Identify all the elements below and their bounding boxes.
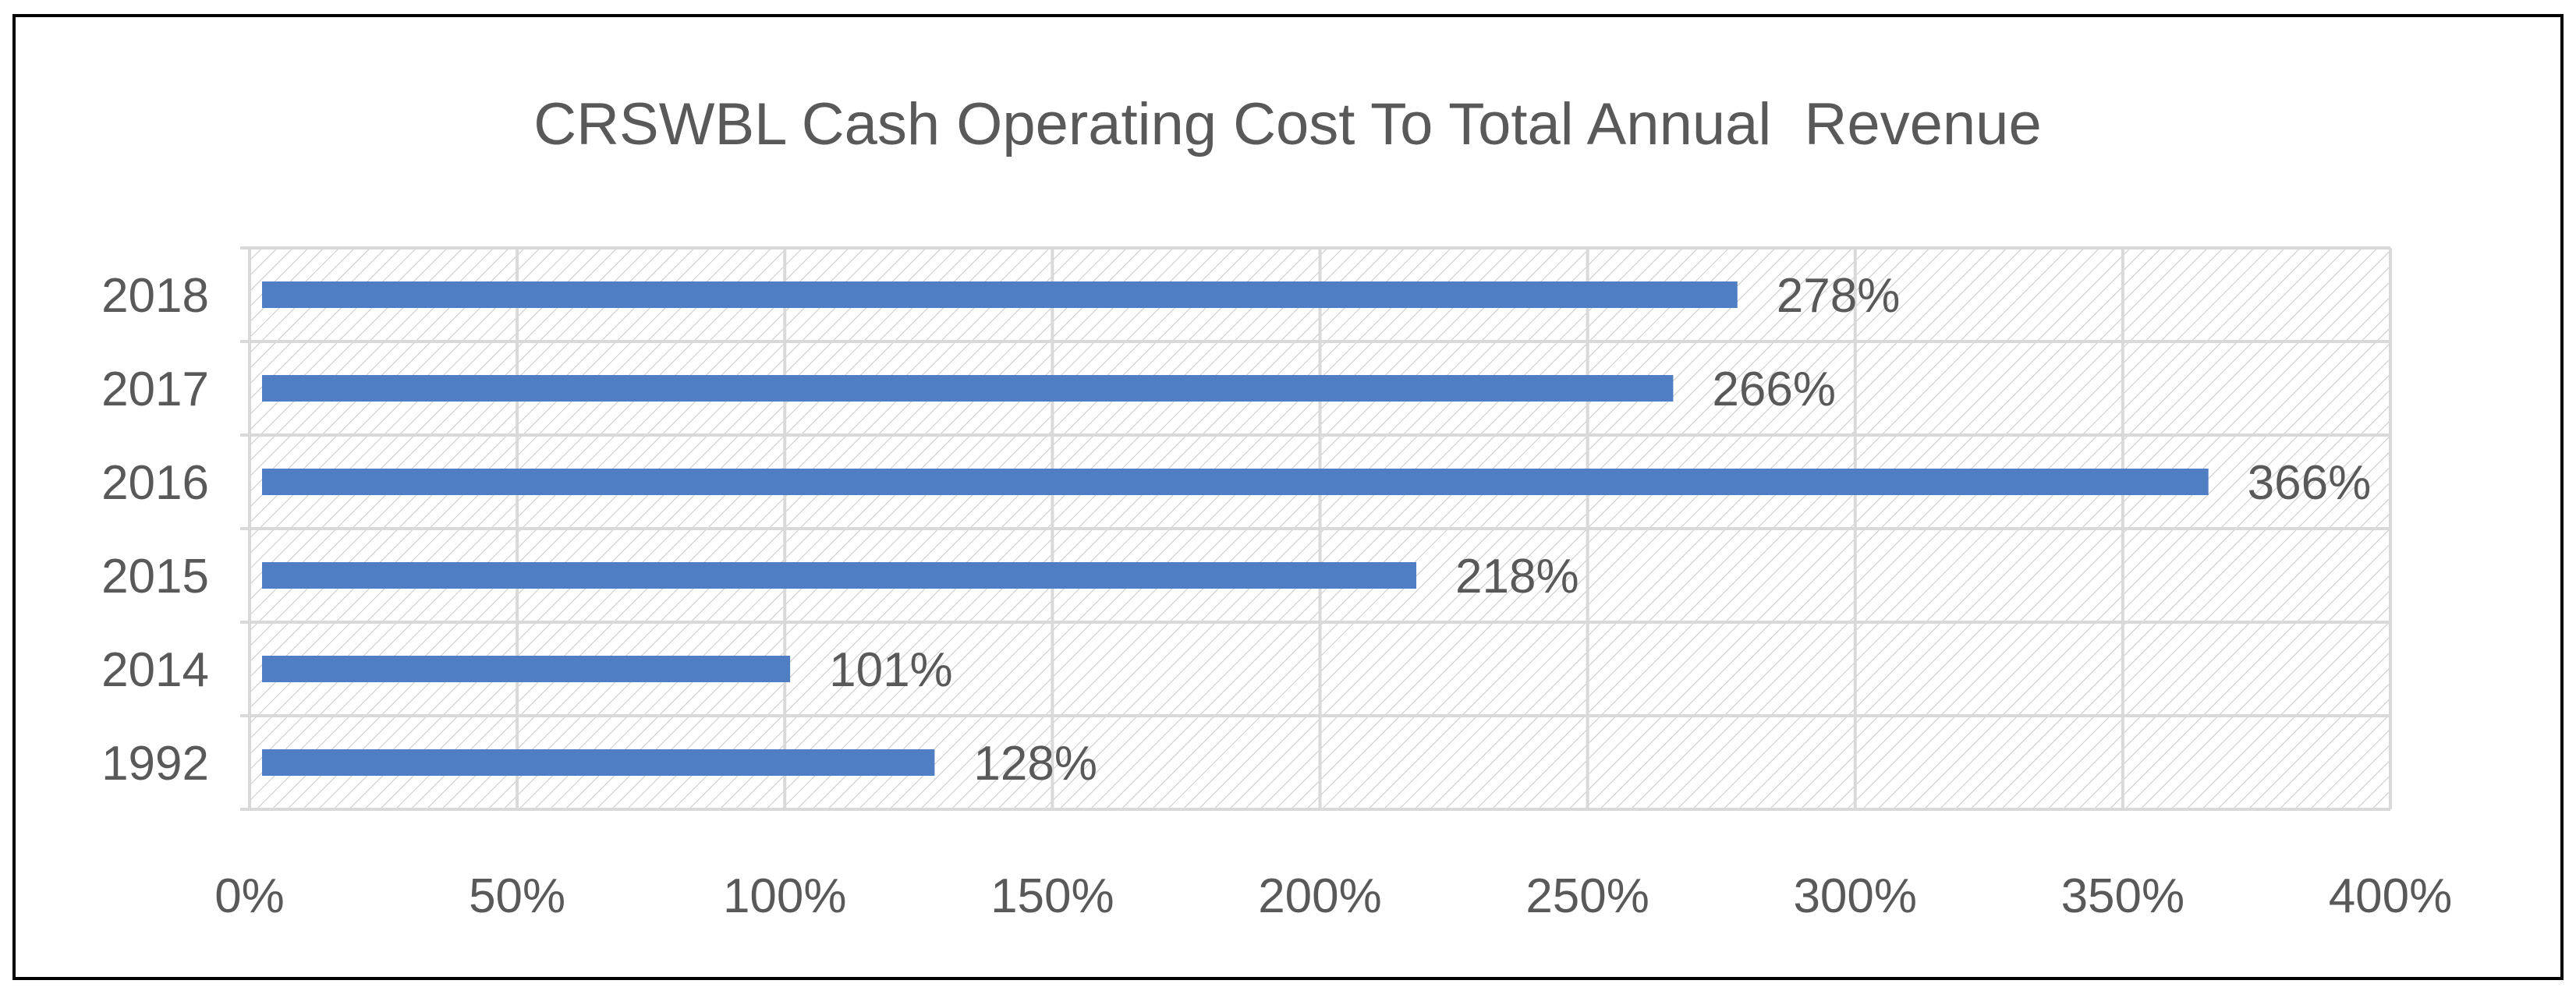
category-label-2014: 2014	[101, 643, 209, 697]
x-tick-label-300pct: 300%	[1793, 869, 1917, 923]
value-label-2015: 218%	[1455, 550, 1579, 603]
value-labels: 128% 101% 218% 366% 266% 278%	[829, 269, 2371, 791]
value-label-2018: 278%	[1777, 269, 1901, 323]
x-tick-label-150pct: 150%	[990, 869, 1114, 923]
value-label-1992: 128%	[973, 737, 1097, 791]
bars	[262, 281, 2209, 776]
category-label-2017: 2017	[101, 363, 209, 416]
category-label-2015: 2015	[101, 550, 209, 603]
value-label-2016: 366%	[2248, 456, 2372, 510]
x-tick-label-350pct: 350%	[2061, 869, 2185, 923]
x-tick-label-250pct: 250%	[1525, 869, 1649, 923]
category-labels: 1992 2014 2015 2016 2017 2018	[101, 269, 209, 791]
x-tick-label-0pct: 0%	[214, 869, 285, 923]
bar-2016	[262, 469, 2209, 495]
value-label-2017: 266%	[1712, 363, 1836, 416]
chart-title: CRSWBL Cash Operating Cost To Total Annu…	[533, 91, 2041, 157]
x-tick-label-400pct: 400%	[2329, 869, 2453, 923]
category-label-2016: 2016	[101, 456, 209, 510]
bar-2014	[262, 656, 791, 682]
x-tick-labels: 0% 50% 100% 150% 200% 250% 300% 350% 400%	[214, 869, 2452, 923]
bar-2015	[262, 562, 1417, 589]
x-tick-label-100pct: 100%	[723, 869, 847, 923]
category-label-2018: 2018	[101, 269, 209, 323]
x-tick-label-200pct: 200%	[1258, 869, 1382, 923]
category-label-1992: 1992	[101, 737, 209, 791]
bar-1992	[262, 749, 935, 776]
bar-2018	[262, 281, 1738, 308]
gridlines	[240, 246, 2392, 811]
x-tick-label-50pct: 50%	[469, 869, 565, 923]
value-label-2014: 101%	[829, 643, 953, 697]
bar-2017	[262, 375, 1674, 402]
